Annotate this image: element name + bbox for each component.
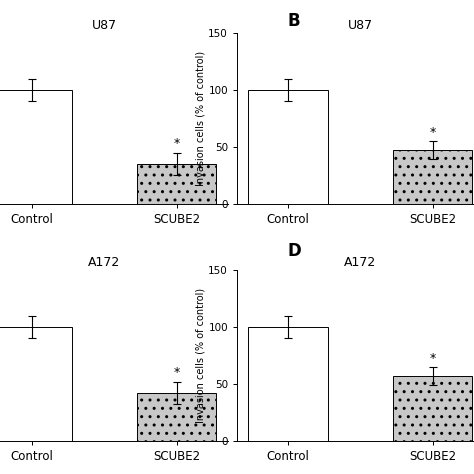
Y-axis label: Invasion cells (% of control): Invasion cells (% of control)	[195, 288, 205, 423]
Y-axis label: Invasion cells (% of control): Invasion cells (% of control)	[195, 51, 205, 186]
Text: *: *	[429, 352, 436, 365]
Bar	[393, 376, 472, 441]
Bar	[248, 90, 328, 204]
Bar	[137, 164, 216, 204]
Bar	[248, 327, 328, 441]
Bar	[0, 327, 72, 441]
Text: *: *	[173, 366, 180, 379]
Bar	[393, 150, 472, 204]
Text: *: *	[173, 137, 180, 150]
Title: A172: A172	[344, 256, 376, 269]
Text: D: D	[287, 242, 301, 260]
Title: A172: A172	[88, 256, 120, 269]
Bar	[0, 90, 72, 204]
Text: *: *	[429, 126, 436, 139]
Text: B: B	[288, 12, 300, 30]
Title: U87: U87	[347, 19, 373, 32]
Bar	[137, 393, 216, 441]
Title: U87: U87	[91, 19, 117, 32]
